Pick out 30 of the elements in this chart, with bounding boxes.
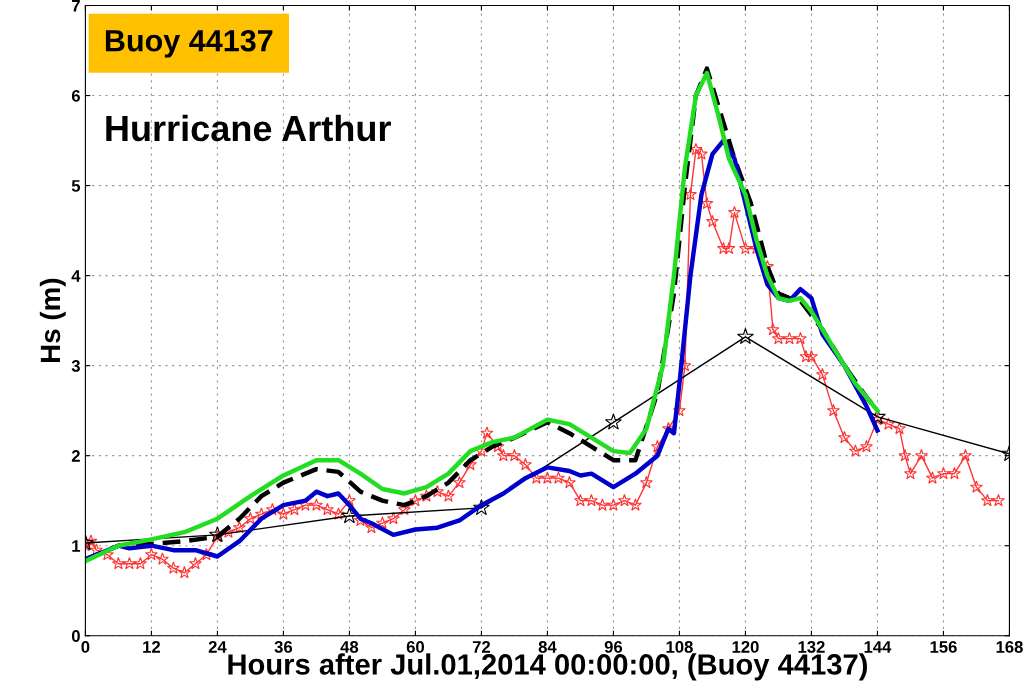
x-axis-title: Hours after Jul.01,2014 00:00:00, (Buoy 44137) (228, 653, 867, 681)
y-tick-label: 2 (71, 450, 80, 462)
point (604, 413, 622, 430)
x-tick-label: 72 (472, 641, 491, 653)
point (472, 498, 490, 516)
x-tick-label: 168 (996, 641, 1023, 653)
x-tick-label: 84 (538, 641, 557, 653)
y-tick-label: 5 (71, 180, 81, 192)
point (736, 327, 754, 345)
x-tick-label: 108 (666, 641, 693, 653)
y-tick-label: 4 (71, 270, 81, 282)
x-tick-label: 12 (143, 641, 161, 653)
x-tick-label: 60 (406, 641, 425, 653)
y-tick-label: 0 (71, 630, 80, 642)
annotation: Buoy 44137 (105, 29, 273, 58)
y-tick-label: 1 (72, 540, 81, 552)
x-tick-label: 0 (81, 641, 90, 653)
y-tick-label: 7 (71, 0, 80, 12)
annotation: Hurricane Arthur (106, 114, 391, 142)
x-tick-label: 132 (798, 641, 825, 653)
x-tick-label: 36 (274, 641, 293, 653)
x-tick-label: 120 (732, 641, 759, 653)
x-tick-label: 24 (208, 641, 227, 653)
x-tick-label: 96 (604, 641, 623, 653)
y-tick-label: 6 (71, 89, 80, 102)
y-axis-title: Hs (m) (39, 278, 66, 362)
y-tick-label: 3 (71, 360, 80, 372)
x-tick-label: 144 (864, 641, 892, 653)
x-tick-label: 156 (930, 641, 957, 653)
x-tick-label: 48 (340, 641, 359, 653)
